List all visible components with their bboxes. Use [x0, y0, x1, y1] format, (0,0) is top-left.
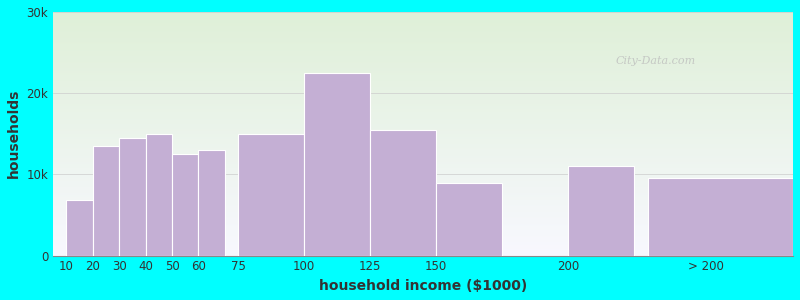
Bar [648, 178, 793, 256]
Bar [93, 146, 119, 256]
Bar [370, 130, 436, 256]
Text: City-Data.com: City-Data.com [615, 56, 695, 66]
Bar [304, 73, 370, 256]
Bar [172, 154, 198, 256]
Bar [198, 150, 225, 256]
X-axis label: household income ($1000): household income ($1000) [319, 279, 527, 293]
Bar [569, 166, 634, 256]
Bar [436, 182, 502, 256]
Bar [146, 134, 172, 256]
Bar [238, 134, 304, 256]
Bar [119, 138, 146, 256]
Bar [66, 200, 93, 256]
Y-axis label: households: households [7, 89, 21, 178]
